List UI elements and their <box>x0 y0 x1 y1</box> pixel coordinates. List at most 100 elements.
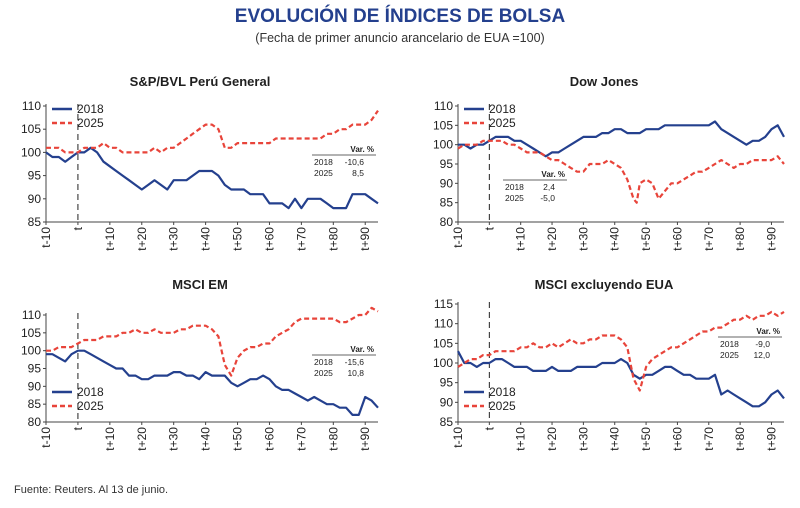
page-subtitle: (Fecha de primer anuncio arancelario de … <box>255 31 545 45</box>
var-table-year: 2025 <box>314 368 333 378</box>
y-tick-label: 105 <box>433 118 453 132</box>
x-tick-label: t+50 <box>231 227 245 251</box>
y-tick-label: 100 <box>21 145 41 159</box>
var-table-year: 2018 <box>314 157 333 167</box>
var-table-header: Var. % <box>350 345 374 354</box>
x-tick-label: t+90 <box>358 227 372 251</box>
x-tick-label: t <box>482 426 496 430</box>
legend-label: 2025 <box>489 116 516 130</box>
x-tick-label: t+90 <box>764 427 778 451</box>
y-tick-label: 110 <box>434 99 453 113</box>
x-tick-label: t+50 <box>639 227 653 251</box>
legend-label: 2018 <box>489 385 516 399</box>
series-line-2018 <box>45 146 379 210</box>
y-tick-label: 90 <box>440 395 454 409</box>
x-tick-label: t+80 <box>733 427 747 451</box>
series-line-2025 <box>457 139 785 204</box>
x-tick-label: t <box>482 226 496 230</box>
var-table-year: 2025 <box>720 350 739 360</box>
y-tick-label: 110 <box>22 99 41 113</box>
legend-label: 2018 <box>77 385 104 399</box>
x-tick-label: t+60 <box>262 427 276 451</box>
var-table-value: -15,6 <box>345 357 365 367</box>
var-table-value: 2,4 <box>543 182 555 192</box>
x-tick-label: t+50 <box>231 427 245 451</box>
y-tick-label: 100 <box>21 344 41 358</box>
x-tick-label: t-10 <box>451 227 465 248</box>
var-table-year: 2018 <box>505 182 524 192</box>
source-note: Fuente: Reuters. Al 13 de junio. <box>14 484 169 496</box>
x-tick-label: t+80 <box>326 427 340 451</box>
x-tick-label: t+30 <box>576 227 590 251</box>
x-tick-label: t+90 <box>764 227 778 251</box>
y-tick-label: 95 <box>440 376 454 390</box>
legend-label: 2018 <box>77 102 104 116</box>
x-tick-label: t+30 <box>576 427 590 451</box>
chart-title: Dow Jones <box>570 74 639 89</box>
y-tick-label: 85 <box>28 215 42 229</box>
x-tick-label: t+10 <box>514 427 528 451</box>
x-tick-label: t+60 <box>670 427 684 451</box>
x-tick-label: t+10 <box>514 227 528 251</box>
x-tick-label: t+70 <box>702 427 716 451</box>
var-table-year: 2018 <box>314 357 333 367</box>
x-tick-label: t+30 <box>167 227 181 251</box>
legend-label: 2025 <box>77 116 104 130</box>
x-tick-label: t+60 <box>262 227 276 251</box>
chart-panel-3: MSCI EM 80 85 90 95 100 105 110 t-10 t t+10 t+20 t+3… <box>21 277 379 451</box>
var-table-value: 12,0 <box>753 350 770 360</box>
y-tick-label: 115 <box>434 297 453 311</box>
chart-panel-2: Dow Jones 80 85 90 95 100 105 110 t-10 t t+10 t+20 t… <box>433 74 785 251</box>
x-tick-label: t+50 <box>639 427 653 451</box>
x-tick-label: t+40 <box>608 227 622 251</box>
y-tick-label: 90 <box>440 176 454 190</box>
x-tick-label: t <box>71 426 85 430</box>
x-tick-label: t <box>71 226 85 230</box>
y-tick-label: 110 <box>22 308 41 322</box>
series-line-2025 <box>46 109 379 154</box>
x-tick-label: t+80 <box>326 227 340 251</box>
y-tick-label: 105 <box>21 326 41 340</box>
x-tick-label: t+20 <box>135 427 149 451</box>
y-tick-label: 95 <box>28 362 42 376</box>
chart-panel-4: MSCI excluyendo EUA 85 90 95 100 105 110 115 t-1… <box>433 277 785 451</box>
var-table-header: Var. % <box>756 327 780 336</box>
var-table-value: -9,0 <box>755 339 770 349</box>
series-line-2025 <box>46 306 379 377</box>
y-tick-label: 95 <box>440 157 454 171</box>
series-line-2018 <box>457 350 785 408</box>
x-tick-label: t+40 <box>608 427 622 451</box>
y-tick-label: 85 <box>440 196 454 210</box>
y-tick-label: 90 <box>28 379 42 393</box>
y-tick-label: 110 <box>434 317 453 331</box>
x-tick-label: t+90 <box>358 427 372 451</box>
x-tick-label: t+40 <box>199 227 213 251</box>
chart-panel-1: S&P/BVL Perú General 85 90 95 100 105 110 t-10 t… <box>21 74 379 251</box>
legend-label: 2025 <box>489 399 516 413</box>
y-tick-label: 100 <box>433 138 453 152</box>
y-tick-label: 80 <box>440 215 454 229</box>
y-tick-label: 85 <box>28 397 42 411</box>
var-table-value: 8,5 <box>352 168 364 178</box>
x-tick-label: t+30 <box>167 427 181 451</box>
y-tick-label: 100 <box>433 356 453 370</box>
series-line-2025 <box>457 310 785 392</box>
chart-title: S&P/BVL Perú General <box>130 74 271 89</box>
x-tick-label: t+20 <box>545 227 559 251</box>
x-tick-label: t-10 <box>451 427 465 448</box>
x-tick-label: t+20 <box>135 227 149 251</box>
x-tick-label: t+80 <box>733 227 747 251</box>
x-tick-label: t+70 <box>702 227 716 251</box>
var-table-header: Var. % <box>541 170 565 179</box>
x-tick-label: t+10 <box>103 227 117 251</box>
x-tick-label: t+60 <box>670 227 684 251</box>
series-line-2018 <box>46 349 379 416</box>
x-tick-label: t+40 <box>199 427 213 451</box>
legend-label: 2018 <box>489 102 516 116</box>
var-table-year: 2018 <box>720 339 739 349</box>
var-table-year: 2025 <box>505 193 524 203</box>
var-table-value: -10,6 <box>345 157 365 167</box>
chart-title: MSCI EM <box>172 277 228 292</box>
var-table-year: 2025 <box>314 168 333 178</box>
